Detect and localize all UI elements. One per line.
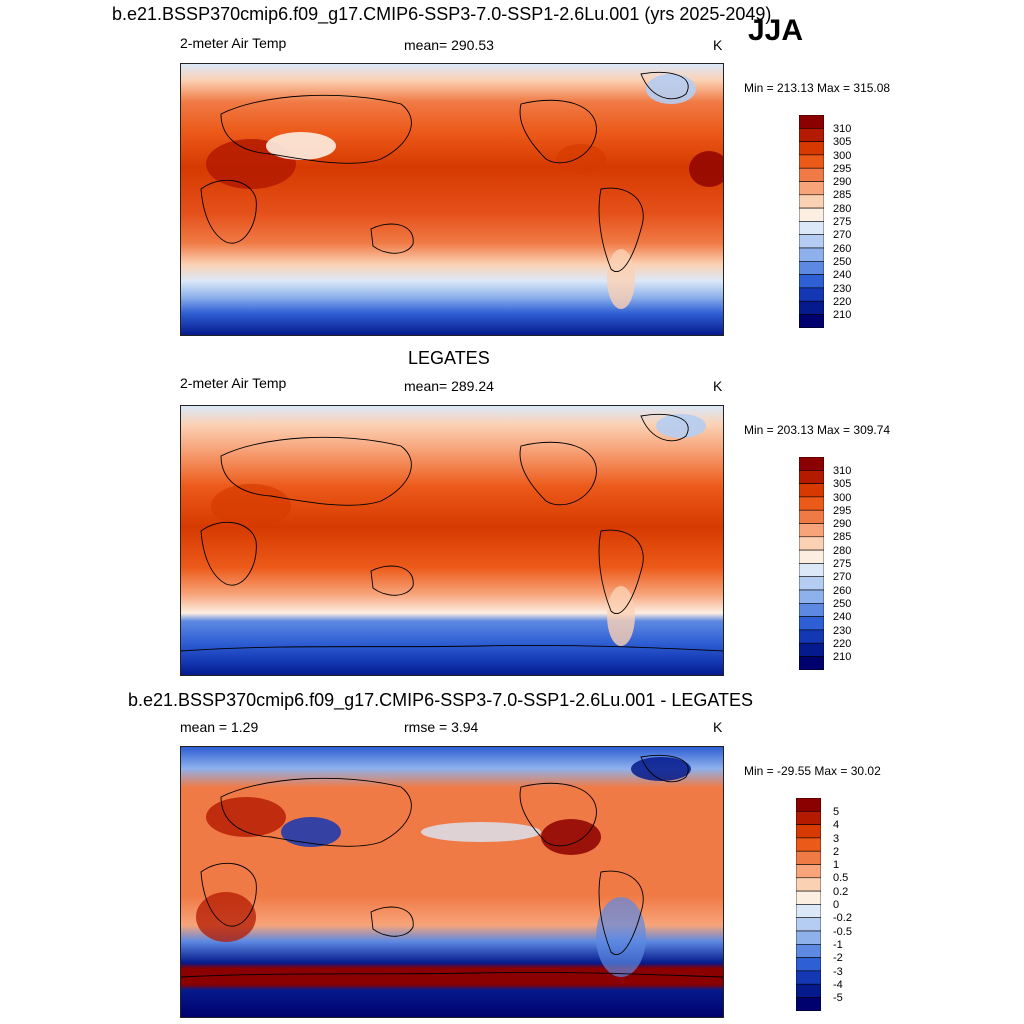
panel2-units-label: K: [713, 378, 723, 394]
panel3-map-field: [181, 747, 723, 1017]
panel2-mean-label: mean= 289.24: [404, 378, 494, 394]
colorbar-tick: 290: [833, 518, 852, 531]
panel2-map: [180, 405, 724, 676]
colorbar-tick: -4: [833, 978, 843, 991]
colorbar-tick: -3: [833, 965, 843, 978]
colorbar-tick: -2: [833, 952, 843, 965]
panel1-units-label: K: [713, 37, 723, 53]
panel3-colorbar: [795, 797, 822, 1012]
colorbar-tick: 250: [833, 597, 852, 610]
panel2-map-field: [181, 406, 723, 675]
colorbar-tick: 285: [833, 189, 852, 202]
colorbar-tick: 280: [833, 544, 852, 557]
colorbar-tick: 260: [833, 242, 852, 255]
panel3-colorbar-ticks: 5 4 3 2 1 0.5 0.2 0 -0.2 -0.5 -1 -2 -3 -…: [833, 806, 852, 1005]
panel1-title: b.e21.BSSP370cmip6.f09_g17.CMIP6-SSP3-7.…: [112, 4, 772, 24]
colorbar-tick: 0.2: [833, 885, 849, 898]
colorbar-tick: -0.2: [833, 912, 852, 925]
panel3-units-label: K: [713, 719, 723, 735]
colorbar-tick: 310: [833, 123, 852, 135]
panel2-colorbar-swatches: [798, 456, 825, 671]
colorbar-tick: 0: [833, 899, 840, 912]
colorbar-tick: 270: [833, 571, 852, 584]
colorbar-tick: 290: [833, 176, 852, 189]
season-label: JJA: [748, 14, 804, 47]
panel3-mean-label: mean = 1.29: [180, 719, 259, 735]
panel1-variable-label: 2-meter Air Temp: [180, 35, 287, 51]
panel1-colorbar: [798, 114, 825, 329]
colorbar-tick: 300: [833, 491, 852, 504]
colorbar-tick: 305: [833, 136, 852, 149]
colorbar-tick: 3: [833, 832, 840, 845]
colorbar-tick: 295: [833, 504, 852, 517]
panel1-minmax-label: Min = 213.13 Max = 315.08: [744, 81, 891, 95]
panel1-mean-label: mean= 290.53: [404, 37, 494, 53]
panel1-colorbar-ticks: 310 305 300 295 290 285 280 275 270 260 …: [833, 123, 851, 322]
colorbar-tick: 300: [833, 149, 852, 162]
colorbar-tick: 2: [833, 845, 840, 858]
colorbar-tick: 1: [833, 859, 840, 872]
colorbar-tick: 240: [833, 611, 852, 624]
panel1-map: [180, 63, 724, 336]
colorbar-tick: 260: [833, 584, 852, 597]
colorbar-tick: 0.5: [833, 872, 849, 885]
panel3-rmse-label: rmse = 3.94: [404, 719, 479, 735]
panel2-variable-label: 2-meter Air Temp: [180, 375, 287, 391]
panel2-minmax-label: Min = 203.13 Max = 309.74: [744, 423, 891, 437]
panel2-colorbar: [798, 456, 825, 671]
colorbar-tick: -0.5: [833, 925, 852, 938]
colorbar-tick: 220: [833, 637, 852, 650]
colorbar-tick: 5: [833, 806, 840, 818]
colorbar-tick: 210: [833, 651, 852, 664]
colorbar-tick: 310: [833, 465, 852, 477]
colorbar-tick: 275: [833, 216, 852, 229]
panel3-map: [180, 746, 724, 1018]
panel3-title: b.e21.BSSP370cmip6.f09_g17.CMIP6-SSP3-7.…: [128, 690, 754, 710]
colorbar-tick: 305: [833, 478, 852, 491]
panel3-colorbar-swatches: [795, 797, 822, 1012]
panel2-colorbar-ticks: 310 305 300 295 290 285 280 275 270 260 …: [833, 465, 851, 664]
colorbar-tick: 220: [833, 295, 852, 308]
colorbar-tick: 4: [833, 819, 840, 832]
colorbar-tick: 210: [833, 309, 852, 322]
panel1-colorbar-swatches: [798, 114, 825, 329]
colorbar-tick: -5: [833, 992, 843, 1005]
colorbar-tick: 280: [833, 202, 852, 215]
colorbar-tick: 270: [833, 229, 852, 242]
panel1-map-field: [181, 64, 723, 335]
colorbar-tick: 240: [833, 269, 852, 282]
colorbar-tick: 275: [833, 558, 852, 571]
colorbar-tick: 230: [833, 282, 852, 295]
colorbar-tick: 250: [833, 255, 852, 268]
colorbar-tick: 285: [833, 531, 852, 544]
colorbar-tick: 230: [833, 624, 852, 637]
colorbar-tick: 295: [833, 162, 852, 175]
panel2-title: LEGATES: [408, 348, 490, 368]
panel3-minmax-label: Min = -29.55 Max = 30.02: [744, 764, 881, 778]
colorbar-tick: -1: [833, 938, 843, 951]
